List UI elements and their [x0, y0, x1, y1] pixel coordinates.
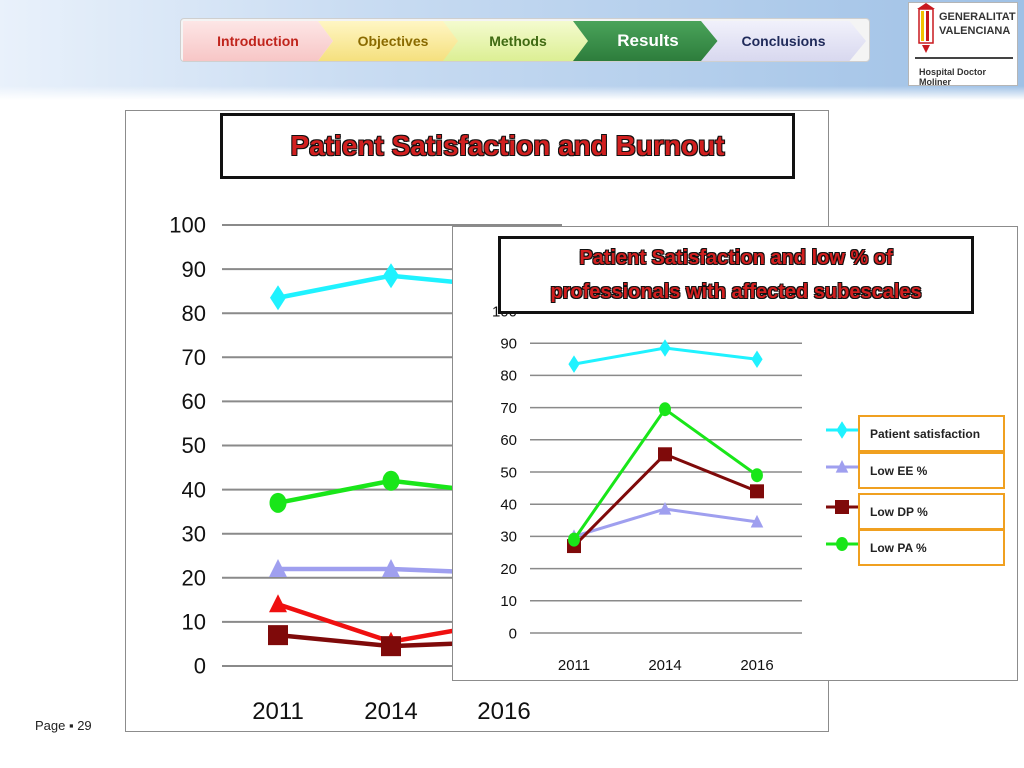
back-chart-x-tick-label: 2014: [364, 698, 417, 725]
legend-marker-low-ee-pct: [835, 460, 849, 473]
page-number: Page ▪ 29: [35, 718, 92, 733]
nav-objectives[interactable]: Objectives: [318, 21, 468, 61]
front-chart-y-tick-label: 80: [500, 368, 517, 385]
front-chart-y-tick-label: 0: [509, 625, 517, 642]
back-chart-point-series-1: [270, 285, 286, 311]
back-chart-point-series-1: [383, 263, 399, 289]
front-chart-y-tick-label: 70: [500, 400, 517, 417]
front-chart-title-line-2: professionals with affected subescales: [550, 281, 922, 303]
logo-text-generalitat: GENERALITAT: [939, 11, 1016, 23]
front-chart-point-patient-satisfaction: [751, 350, 763, 369]
front-chart-y-tick-label: 30: [500, 529, 517, 546]
nav-methods[interactable]: Methods: [443, 21, 593, 61]
front-chart-y-tick-label: 50: [500, 464, 517, 481]
back-chart-y-tick-label: 60: [182, 389, 206, 414]
front-chart-point-low-pa-pct: [751, 468, 763, 483]
front-chart-point-low-dp-pct: [658, 447, 672, 462]
back-chart-x-tick-label: 2011: [252, 698, 304, 725]
legend-item-patient-satisfaction: Patient satisfaction: [858, 415, 1005, 452]
front-chart-point-patient-satisfaction: [659, 339, 671, 357]
front-chart-point-low-dp-pct: [750, 484, 764, 499]
back-chart-point-series-5: [268, 625, 288, 646]
front-chart-point-patient-satisfaction: [568, 355, 580, 373]
back-chart-y-tick-label: 90: [182, 257, 206, 282]
nav-conclusions[interactable]: Conclusions: [701, 21, 866, 61]
back-chart-point-series-2: [382, 470, 400, 491]
back-chart-y-tick-label: 80: [182, 301, 206, 326]
back-chart-point-series-2: [269, 492, 287, 513]
back-chart-y-tick-label: 40: [182, 477, 206, 502]
legend-marker-low-pa-pct: [836, 537, 848, 551]
back-chart-y-tick-label: 70: [182, 345, 206, 370]
front-chart-point-low-ee-pct: [658, 502, 672, 515]
back-chart-y-tick-label: 100: [169, 213, 206, 238]
hospital-logo: GENERALITAT VALENCIANA Hospital Doctor M…: [908, 2, 1018, 87]
back-chart-y-tick-label: 30: [182, 521, 206, 546]
front-chart-point-low-ee-pct: [750, 514, 764, 528]
front-chart-title: Patient Satisfaction and low % of profes…: [498, 236, 974, 314]
back-chart-y-tick-label: 10: [182, 610, 206, 635]
front-chart-y-tick-label: 60: [500, 432, 517, 449]
back-chart-y-tick-label: 0: [194, 654, 206, 679]
front-chart-point-low-pa-pct: [659, 402, 671, 417]
legend-item-low-pa: Low PA %: [858, 529, 1005, 566]
front-chart-x-tick-label: 2011: [558, 657, 590, 674]
legend-marker-low-dp-pct: [835, 500, 849, 514]
back-chart-x-tick-label: 2016: [477, 698, 530, 725]
front-chart-y-tick-label: 20: [500, 561, 517, 578]
front-chart-title-line-1: Patient Satisfaction and low % of: [579, 247, 893, 269]
front-chart-point-low-pa-pct: [568, 532, 580, 547]
front-chart-y-tick-label: 90: [500, 335, 517, 352]
legend-item-low-ee: Low EE %: [858, 452, 1005, 489]
back-chart-point-series-3: [269, 558, 287, 577]
logo-text-valenciana: VALENCIANA: [939, 25, 1011, 37]
back-chart-point-series-5: [381, 636, 401, 657]
generalitat-crest-icon: [915, 3, 1013, 59]
front-chart-y-tick-label: 40: [500, 496, 517, 513]
front-chart-y-tick-label: 10: [500, 593, 517, 610]
back-chart-y-tick-label: 50: [182, 433, 206, 458]
nav-results-active[interactable]: Results: [573, 21, 723, 61]
section-breadcrumb: Introduction Objectives Methods Results …: [180, 18, 870, 62]
back-chart-point-series-4: [269, 594, 287, 613]
front-chart-x-tick-label: 2016: [740, 657, 773, 674]
front-chart-x-tick-label: 2014: [648, 657, 681, 674]
back-chart-point-series-3: [382, 558, 400, 577]
legend-item-low-dp: Low DP %: [858, 493, 1005, 530]
nav-introduction[interactable]: Introduction: [183, 21, 333, 61]
legend-marker-patient-satisfaction: [836, 421, 848, 439]
back-chart-title: Patient Satisfaction and Burnout: [220, 113, 795, 179]
logo-text-hospital: Hospital Doctor Moliner: [919, 67, 987, 87]
back-chart-y-tick-label: 20: [182, 566, 206, 591]
